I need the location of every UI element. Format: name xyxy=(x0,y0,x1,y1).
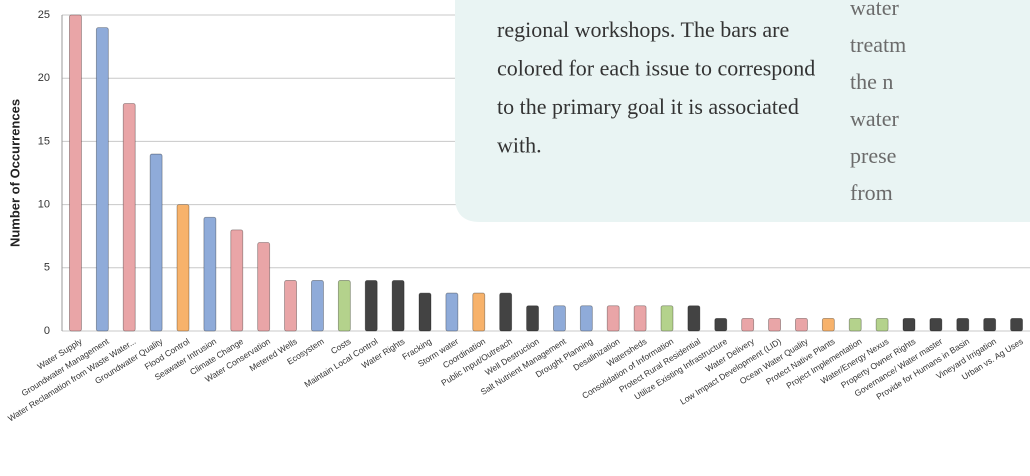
side-text-line: the n xyxy=(850,69,893,94)
text-box-line: regional workshops. The bars are xyxy=(497,17,789,42)
side-text-line: water xyxy=(850,106,900,131)
y-tick-label: 0 xyxy=(44,325,50,337)
bar xyxy=(821,317,835,332)
bar xyxy=(311,280,324,332)
bar xyxy=(983,317,997,332)
bar xyxy=(902,317,916,332)
bar xyxy=(579,305,593,332)
bar xyxy=(633,305,647,332)
bar xyxy=(95,27,109,332)
bar xyxy=(553,305,566,332)
bar xyxy=(687,305,701,332)
bar xyxy=(526,305,539,332)
bar xyxy=(257,242,271,332)
y-axis-title: Number of Occurrences xyxy=(7,99,22,247)
bar xyxy=(364,280,378,332)
text-box xyxy=(455,0,1030,222)
bar xyxy=(1010,317,1023,332)
side-text-line: from xyxy=(850,180,893,205)
bar xyxy=(714,317,728,332)
bar xyxy=(875,317,889,332)
bar xyxy=(337,280,351,332)
side-text-line: prese xyxy=(850,143,896,168)
y-tick-label: 20 xyxy=(38,72,50,84)
bar xyxy=(768,317,781,332)
bar xyxy=(929,317,943,332)
bar xyxy=(795,317,808,332)
bar xyxy=(472,292,486,332)
bar xyxy=(176,204,190,332)
text-box-line: colored for each issue to correspond xyxy=(497,56,815,81)
side-text-line: water xyxy=(850,0,900,20)
bar xyxy=(660,305,674,332)
bar xyxy=(122,103,136,332)
bar xyxy=(445,292,459,332)
bar xyxy=(284,280,297,332)
bar xyxy=(606,305,620,332)
text-box-line: with. xyxy=(497,133,542,158)
bar xyxy=(203,216,217,332)
y-tick-label: 10 xyxy=(38,199,50,211)
bar xyxy=(418,292,432,332)
bar xyxy=(391,280,405,332)
y-tick-label: 15 xyxy=(38,135,50,147)
bar xyxy=(956,317,970,332)
text-box-line: to the primary goal it is associated xyxy=(497,94,799,119)
y-tick-label: 25 xyxy=(38,9,50,21)
bar xyxy=(499,292,513,332)
bar xyxy=(848,317,862,332)
bar xyxy=(69,14,82,332)
y-tick-label: 5 xyxy=(44,262,50,274)
bar xyxy=(741,317,755,332)
side-text-line: treatm xyxy=(850,32,906,57)
bar xyxy=(149,153,163,332)
bar xyxy=(230,229,244,332)
